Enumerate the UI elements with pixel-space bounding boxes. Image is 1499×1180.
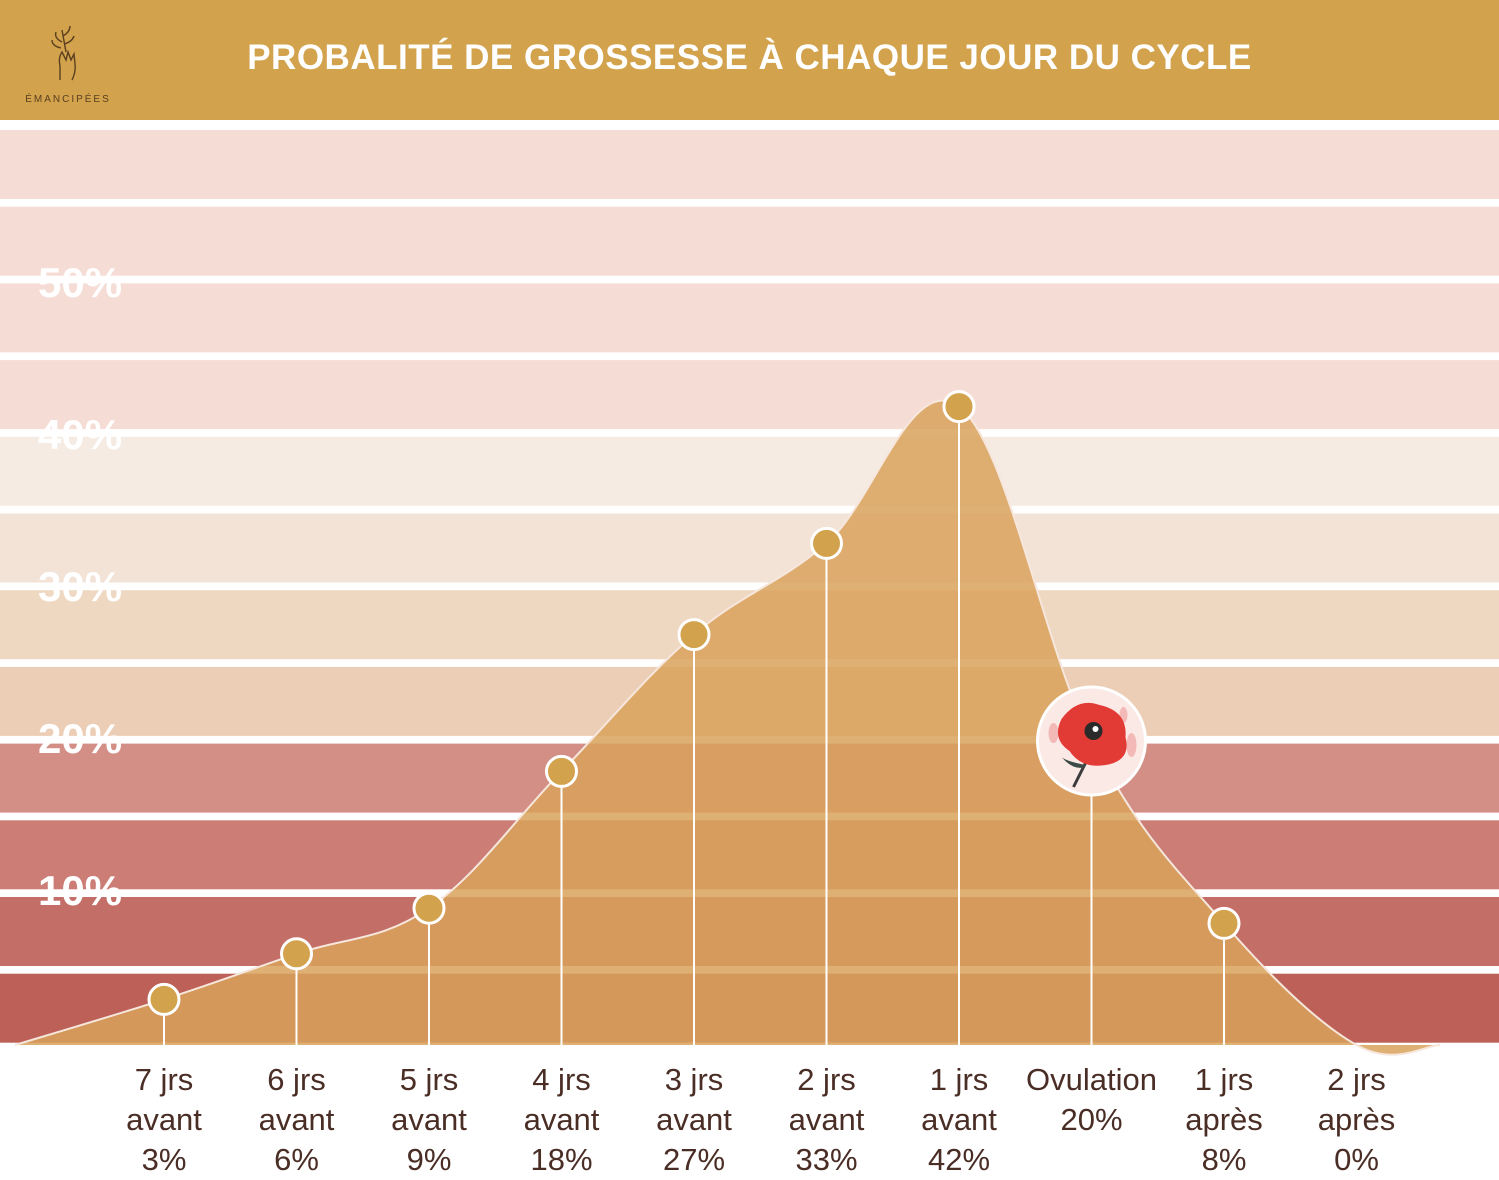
data-point	[677, 618, 711, 652]
flower-icon	[1036, 685, 1147, 797]
chart-title: PROBALITÉ DE GROSSESSE À CHAQUE JOUR DU …	[247, 38, 1252, 77]
x-axis-label: 1 jrs après 8%	[1185, 1062, 1263, 1177]
emancipees-logo: ÉMANCIPÉES	[18, 22, 118, 108]
data-point	[810, 526, 843, 560]
x-axis-label: 1 jrs avant 42%	[921, 1062, 997, 1177]
background-band	[0, 360, 1499, 430]
y-tick-label: 40%	[38, 411, 122, 458]
x-axis-label: Ovulation 20%	[1026, 1062, 1157, 1137]
x-axis-labels: 7 jrs avant 3% 6 jrs avant 6% 5 jrs avant 9% 4 jr…	[126, 1062, 1395, 1177]
data-points	[147, 390, 1241, 1016]
background-band	[0, 283, 1499, 353]
y-tick-label: 20%	[38, 715, 122, 762]
background-band	[0, 513, 1499, 583]
point-stems	[163, 406, 1225, 1045]
y-axis-tick-labels: 50% 40% 30% 20% 10%	[38, 259, 122, 914]
x-axis-label: 2 jrs après 0%	[1318, 1062, 1396, 1177]
background-band	[0, 436, 1499, 506]
data-point	[147, 982, 181, 1016]
pregnancy-probability-chart: 50% 40% 30% 20% 10% 7 jrs avant 3% 6 jrs avant 6%…	[0, 130, 1499, 1177]
probability-area-fill	[15, 400, 1440, 1055]
x-axis-label: 4 jrs avant 18%	[524, 1062, 600, 1177]
header-banner: ÉMANCIPÉES PROBALITÉ DE GROSSESSE À CHAQ…	[0, 0, 1499, 120]
hand-flower-logo-icon	[51, 25, 76, 81]
y-tick-label: 30%	[38, 563, 122, 610]
x-axis-label: 5 jrs avant 9%	[391, 1062, 467, 1177]
data-point	[545, 754, 578, 788]
data-point	[280, 937, 313, 971]
y-tick-label: 10%	[38, 867, 122, 914]
background-band	[0, 206, 1499, 276]
data-point	[1207, 906, 1241, 940]
x-axis-label: 6 jrs avant 6%	[259, 1062, 335, 1177]
background-band	[0, 130, 1499, 199]
x-axis-label: 7 jrs avant 3%	[126, 1062, 202, 1177]
y-tick-label: 50%	[38, 259, 122, 306]
logo-text: ÉMANCIPÉES	[25, 94, 111, 105]
x-axis-label: 2 jrs avant 33%	[789, 1062, 865, 1177]
data-point	[942, 390, 976, 424]
x-axis-label: 3 jrs avant 27%	[656, 1062, 732, 1177]
data-point	[412, 891, 446, 925]
